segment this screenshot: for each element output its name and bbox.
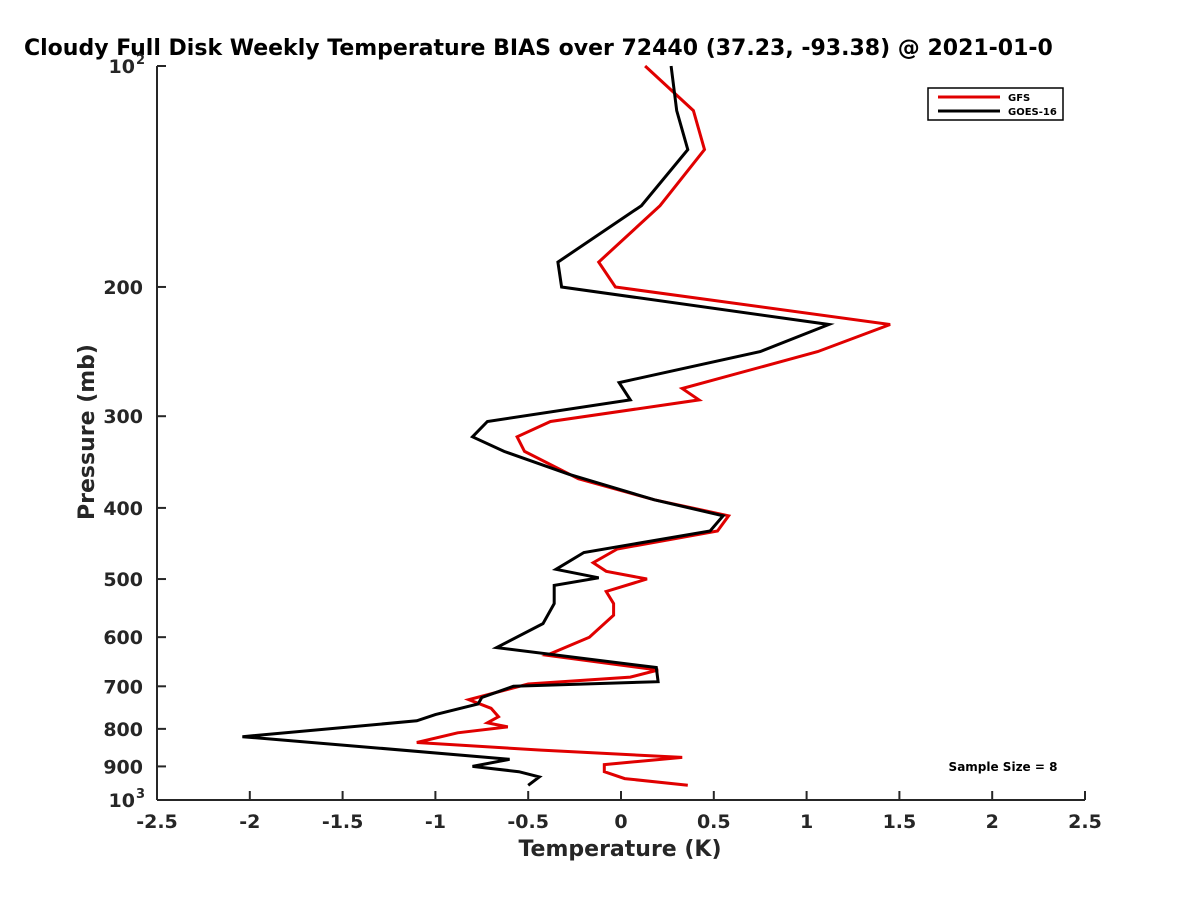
chart-title: Cloudy Full Disk Weekly Temperature BIAS…: [24, 36, 1053, 61]
y-tick-label: 400: [103, 498, 143, 520]
axes-layer: -2.5 -2 -1.5 -1 -0.5 0 0.5 1 1.5 2 2.510 2200300400…: [103, 53, 1102, 833]
y-tick-label: 200: [103, 277, 143, 299]
y-axis-label: Pressure (mb): [75, 344, 100, 520]
y-tick-exponent: 2: [136, 53, 145, 68]
x-tick-label: 0: [614, 811, 627, 833]
y-tick-label: 800: [103, 719, 143, 741]
x-tick-label: 0.5: [697, 811, 731, 833]
legend-label-gfs: GFS: [1008, 93, 1030, 104]
x-tick-label: -2: [239, 811, 260, 833]
y-tick-exponent: 3: [136, 787, 145, 802]
x-tick-label: -1: [425, 811, 446, 833]
x-tick-label: -2.5: [136, 811, 178, 833]
y-tick-label: 700: [103, 676, 143, 698]
y-tick-label: 10: [109, 790, 135, 812]
legend: GFS GOES-16: [927, 87, 1064, 121]
y-tick-label: 900: [103, 756, 143, 778]
y-tick-label: 300: [103, 406, 143, 428]
x-tick-label: 1: [800, 811, 813, 833]
x-axis-label: Temperature (K): [518, 837, 721, 862]
y-tick-label: 500: [103, 569, 143, 591]
x-tick-label: 2.5: [1068, 811, 1102, 833]
x-tick-label: 1.5: [883, 811, 917, 833]
legend-box: [927, 87, 1064, 121]
series-layer: [242, 64, 891, 787]
series-line-goes-16: [242, 65, 835, 787]
series-line-gfs: [416, 64, 891, 787]
legend-label-goes-16: GOES-16: [1008, 107, 1057, 118]
y-tick-label: 600: [103, 627, 143, 649]
sample-size-annotation: Sample Size = 8: [949, 760, 1058, 774]
x-tick-label: -1.5: [322, 811, 364, 833]
y-tick-label: 10: [109, 56, 135, 78]
x-tick-label: -0.5: [507, 811, 549, 833]
x-tick-label: 2: [986, 811, 999, 833]
